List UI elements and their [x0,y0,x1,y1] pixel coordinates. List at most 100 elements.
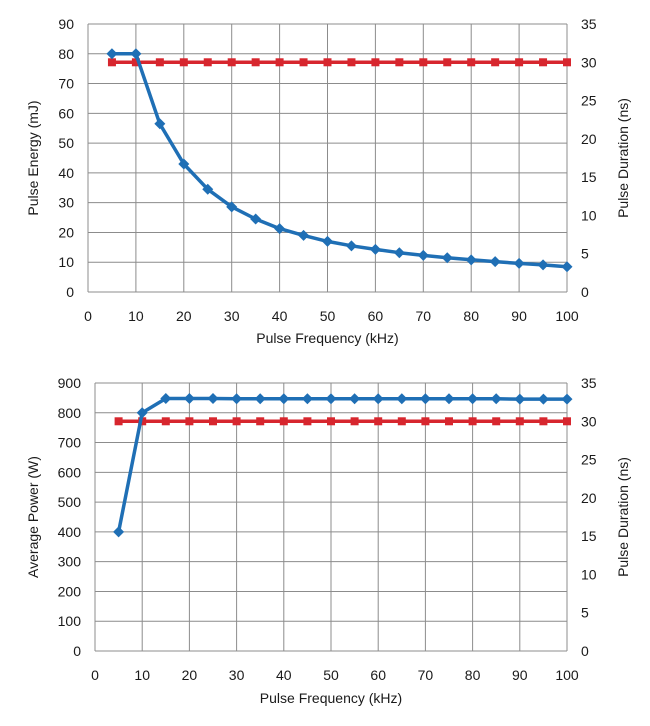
y-tick-label: 200 [58,583,82,599]
y-axis-label: Pulse Energy (mJ) [25,100,41,215]
data-point-square [161,417,170,426]
x-tick-label: 10 [128,308,144,324]
x-tick-label: 60 [368,308,384,324]
y-axis-label: Average Power (W) [25,456,41,578]
y-tick-label: 100 [58,613,82,629]
data-point-diamond [226,201,238,213]
data-point-square [303,417,312,426]
y-tick-label: 40 [58,165,74,181]
data-point-diamond [106,48,118,60]
data-point-square [421,417,430,426]
y-tick-label: 400 [58,524,82,540]
x-tick-label: 30 [224,308,240,324]
y-tick-label: 0 [73,643,81,659]
data-point-square [323,58,332,67]
data-point-square [227,58,236,67]
data-point-square [275,58,284,67]
data-point-square [468,417,477,426]
data-point-diamond [372,393,384,405]
data-point-diamond [537,393,549,405]
data-point-square [107,58,116,67]
data-point-diamond [322,235,333,247]
x-tick-label: 20 [176,308,192,324]
data-point-diamond [537,259,549,271]
y-tick-label: 300 [58,554,82,570]
data-point-diamond [154,118,166,130]
y2-tick-label: 20 [581,131,597,147]
data-point-diamond [349,393,361,405]
data-point-square [539,417,548,426]
data-point-square [232,417,241,426]
data-point-diamond [396,393,408,405]
data-point-diamond [345,240,357,252]
data-point-diamond [278,393,290,405]
x-axis-label: Pulse Frequency (kHz) [256,330,398,346]
x-tick-label: 100 [555,667,579,683]
data-point-diamond [202,183,214,195]
x-tick-label: 70 [418,667,434,683]
data-point-square [371,58,380,67]
data-point-diamond [443,393,455,405]
data-point-square [131,58,140,67]
y-tick-label: 80 [58,46,74,62]
data-point-square [279,417,288,426]
data-point-square [256,417,265,426]
data-point-diamond [301,393,313,405]
data-point-square [179,58,188,67]
y-tick-label: 10 [58,254,74,270]
data-point-diamond [130,48,142,60]
data-point-square [155,58,164,67]
data-point-square [563,58,571,67]
data-point-square [350,417,359,426]
x-tick-label: 10 [134,667,150,683]
data-point-square [203,58,212,67]
data-point-diamond [561,261,573,273]
y-tick-label: 30 [58,195,74,211]
x-tick-label: 40 [276,667,292,683]
y2-tick-label: 0 [581,643,589,659]
chart-2: 0 10 20 30 40 50 60 70 80 90 100010020030040050060… [25,375,631,706]
y2-tick-label: 5 [581,246,589,262]
y-tick-label: 90 [58,16,74,32]
data-point-square [539,58,548,67]
x-axis-label: Pulse Frequency (kHz) [260,690,402,706]
data-point-diamond [250,213,262,225]
data-point-diamond [207,392,219,404]
y-tick-label: 900 [58,375,82,391]
data-point-diamond [417,249,429,261]
y2-tick-label: 25 [581,93,597,109]
data-point-square [327,417,335,426]
data-point-diamond [419,393,431,405]
y2-axis-label: Pulse Duration (ns) [615,98,631,218]
y2-tick-label: 35 [581,16,597,32]
data-point-square [209,417,217,426]
data-point-square [467,58,476,67]
y-tick-label: 800 [58,405,82,421]
y2-tick-label: 35 [581,375,597,391]
data-point-square [397,417,406,426]
data-point-square [563,417,571,426]
y2-tick-label: 0 [581,284,589,300]
data-point-square [419,58,428,67]
data-point-diamond [369,243,381,255]
data-point-square [492,417,501,426]
data-point-square [299,58,308,67]
x-tick-label: 90 [512,667,528,683]
x-tick-label: 90 [511,308,527,324]
x-tick-label: 40 [272,308,288,324]
data-point-diamond [178,158,190,170]
y-tick-label: 600 [58,464,82,480]
data-point-diamond [490,393,502,405]
x-tick-label: 0 [84,308,92,324]
primary-series-line [112,52,568,269]
y2-tick-label: 15 [581,528,597,544]
x-tick-label: 60 [370,667,386,683]
y2-tick-label: 5 [581,605,589,621]
data-point-diamond [441,252,453,264]
y2-tick-label: 20 [581,490,597,506]
x-tick-label: 50 [323,667,339,683]
data-point-diamond [465,254,477,266]
data-point-square [443,58,452,67]
data-point-square [114,417,123,426]
